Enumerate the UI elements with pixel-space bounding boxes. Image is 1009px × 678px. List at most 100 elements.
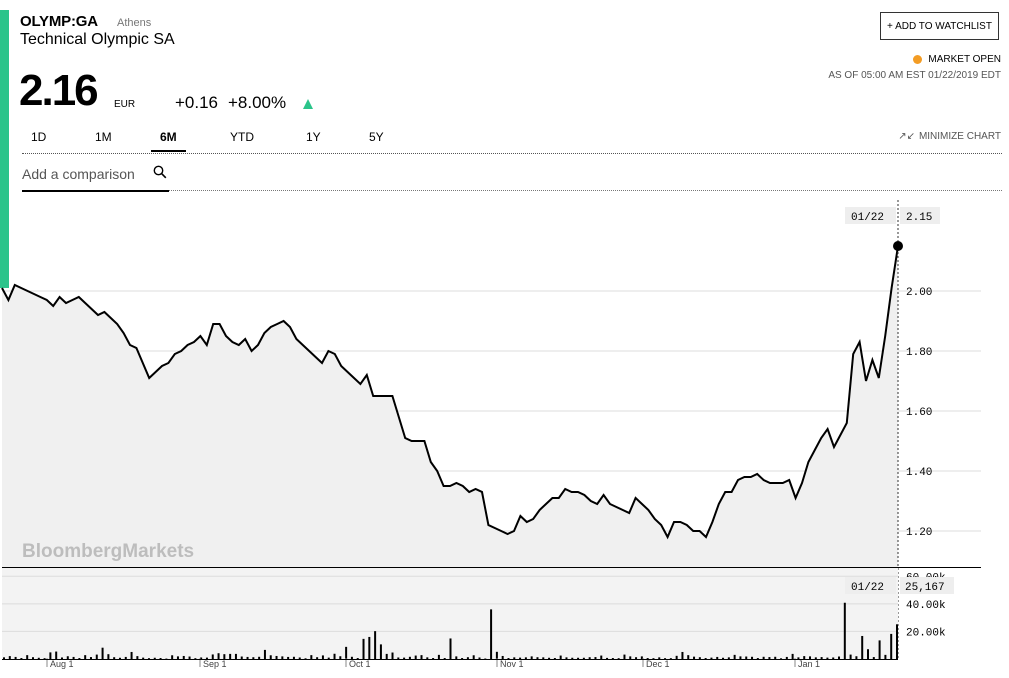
price-tick-label: 1.20 <box>906 527 932 539</box>
volume-bar <box>495 651 498 659</box>
volume-bar <box>652 658 655 659</box>
volume-bar <box>327 657 330 659</box>
volume-bar <box>194 658 197 659</box>
comparison-divider <box>169 190 1002 191</box>
volume-bar <box>176 656 179 659</box>
volume-bar <box>896 624 898 659</box>
volume-bar <box>142 657 145 659</box>
comparison-box <box>22 163 169 192</box>
volume-bar <box>345 646 348 659</box>
minimize-chart-button[interactable]: ↗↙ MINIMIZE CHART <box>898 131 1001 142</box>
tab-1m[interactable]: 1M <box>95 130 112 144</box>
volume-bar <box>478 657 481 659</box>
volume-bar <box>298 657 301 659</box>
volume-bar <box>449 638 452 659</box>
volume-bar <box>269 655 272 659</box>
volume-bar <box>89 657 92 659</box>
tab-ytd[interactable]: YTD <box>230 130 254 144</box>
volume-bar <box>890 633 893 659</box>
last-price: 2.16 <box>19 66 99 115</box>
volume-bar <box>182 655 185 659</box>
volume-bar <box>785 656 788 659</box>
date-tick-label: Nov 1 <box>500 659 524 669</box>
volume-bar <box>727 657 730 659</box>
volume-bar <box>809 656 812 659</box>
volume-bar <box>606 657 609 659</box>
volume-bar <box>153 657 156 659</box>
volume-bar <box>437 654 440 659</box>
volume-bar <box>756 658 759 659</box>
volume-bar <box>611 658 614 659</box>
volume-bar <box>118 657 121 659</box>
date-tick-label: Jan 1 <box>798 659 820 669</box>
date-tick-label: Sep 1 <box>203 659 227 669</box>
volume-bar <box>826 657 829 659</box>
volume-bar <box>171 655 174 659</box>
volume-bar <box>687 655 690 659</box>
minimize-arrows-icon: ↗↙ <box>898 131 915 142</box>
volume-bar <box>664 658 667 659</box>
volume-bar <box>211 654 214 659</box>
volume-bar <box>791 653 794 659</box>
volume-bar <box>420 655 423 659</box>
volume-bar <box>72 656 75 659</box>
crosshair-price-value: 2.15 <box>906 212 932 224</box>
volume-bar <box>733 654 736 659</box>
tab-1y[interactable]: 1Y <box>306 130 321 144</box>
volume-tick-label: 40.00k <box>906 600 946 612</box>
volume-bar <box>582 657 585 659</box>
volume-bar <box>223 654 226 659</box>
volume-bar <box>333 653 336 659</box>
volume-bar <box>519 657 522 659</box>
volume-bar <box>536 657 539 659</box>
add-to-watchlist-button[interactable]: + ADD TO WATCHLIST <box>880 12 999 40</box>
volume-bar <box>530 656 533 659</box>
volume-bar <box>124 656 127 659</box>
volume-bar <box>84 655 87 659</box>
volume-bar <box>200 657 203 659</box>
volume-bar <box>240 656 243 659</box>
watermark: BloombergMarkets <box>22 541 194 562</box>
price-line <box>1 245 899 540</box>
volume-bar <box>281 656 284 659</box>
volume-bar <box>78 658 81 659</box>
tab-5y[interactable]: 5Y <box>369 130 384 144</box>
comparison-input[interactable] <box>22 166 147 182</box>
volume-bar <box>356 658 359 659</box>
volume-bar <box>350 656 353 659</box>
volume-bar <box>316 657 319 659</box>
volume-bar <box>884 654 887 659</box>
volume-bar <box>739 656 742 659</box>
volume-bar <box>716 656 719 659</box>
volume-bar <box>95 654 98 659</box>
tab-6m[interactable]: 6M <box>151 130 186 152</box>
volume-bar <box>658 657 661 659</box>
volume-bar <box>542 657 545 659</box>
crosshair-volume-value: 25,167 <box>905 582 945 594</box>
volume-bar <box>832 657 835 659</box>
price-tick-label: 1.60 <box>906 407 932 419</box>
volume-bar <box>774 656 777 659</box>
volume-bar <box>553 658 556 659</box>
crosshair-price-date-box <box>845 207 896 224</box>
volume-tick-label: 20.00k <box>906 627 946 639</box>
volume-bar <box>147 658 150 659</box>
volume-bar <box>455 656 458 659</box>
volume-bar <box>379 644 382 659</box>
tab-1d[interactable]: 1D <box>31 130 47 144</box>
search-icon[interactable] <box>153 165 167 179</box>
price-tick-label: 2.00 <box>906 287 932 299</box>
volume-bar <box>681 651 684 659</box>
volume-bar <box>205 657 208 659</box>
volume-bar <box>113 657 116 659</box>
ticker-symbol: OLYMP:GA <box>20 13 98 30</box>
volume-bar <box>803 656 806 659</box>
volume-bar <box>8 656 11 659</box>
volume-bar <box>872 657 875 659</box>
date-tick-label: Dec 1 <box>646 659 670 669</box>
volume-bar <box>867 649 870 659</box>
price-tick-label: 1.40 <box>906 467 932 479</box>
volume-bar <box>217 653 220 659</box>
volume-bar <box>780 658 783 659</box>
